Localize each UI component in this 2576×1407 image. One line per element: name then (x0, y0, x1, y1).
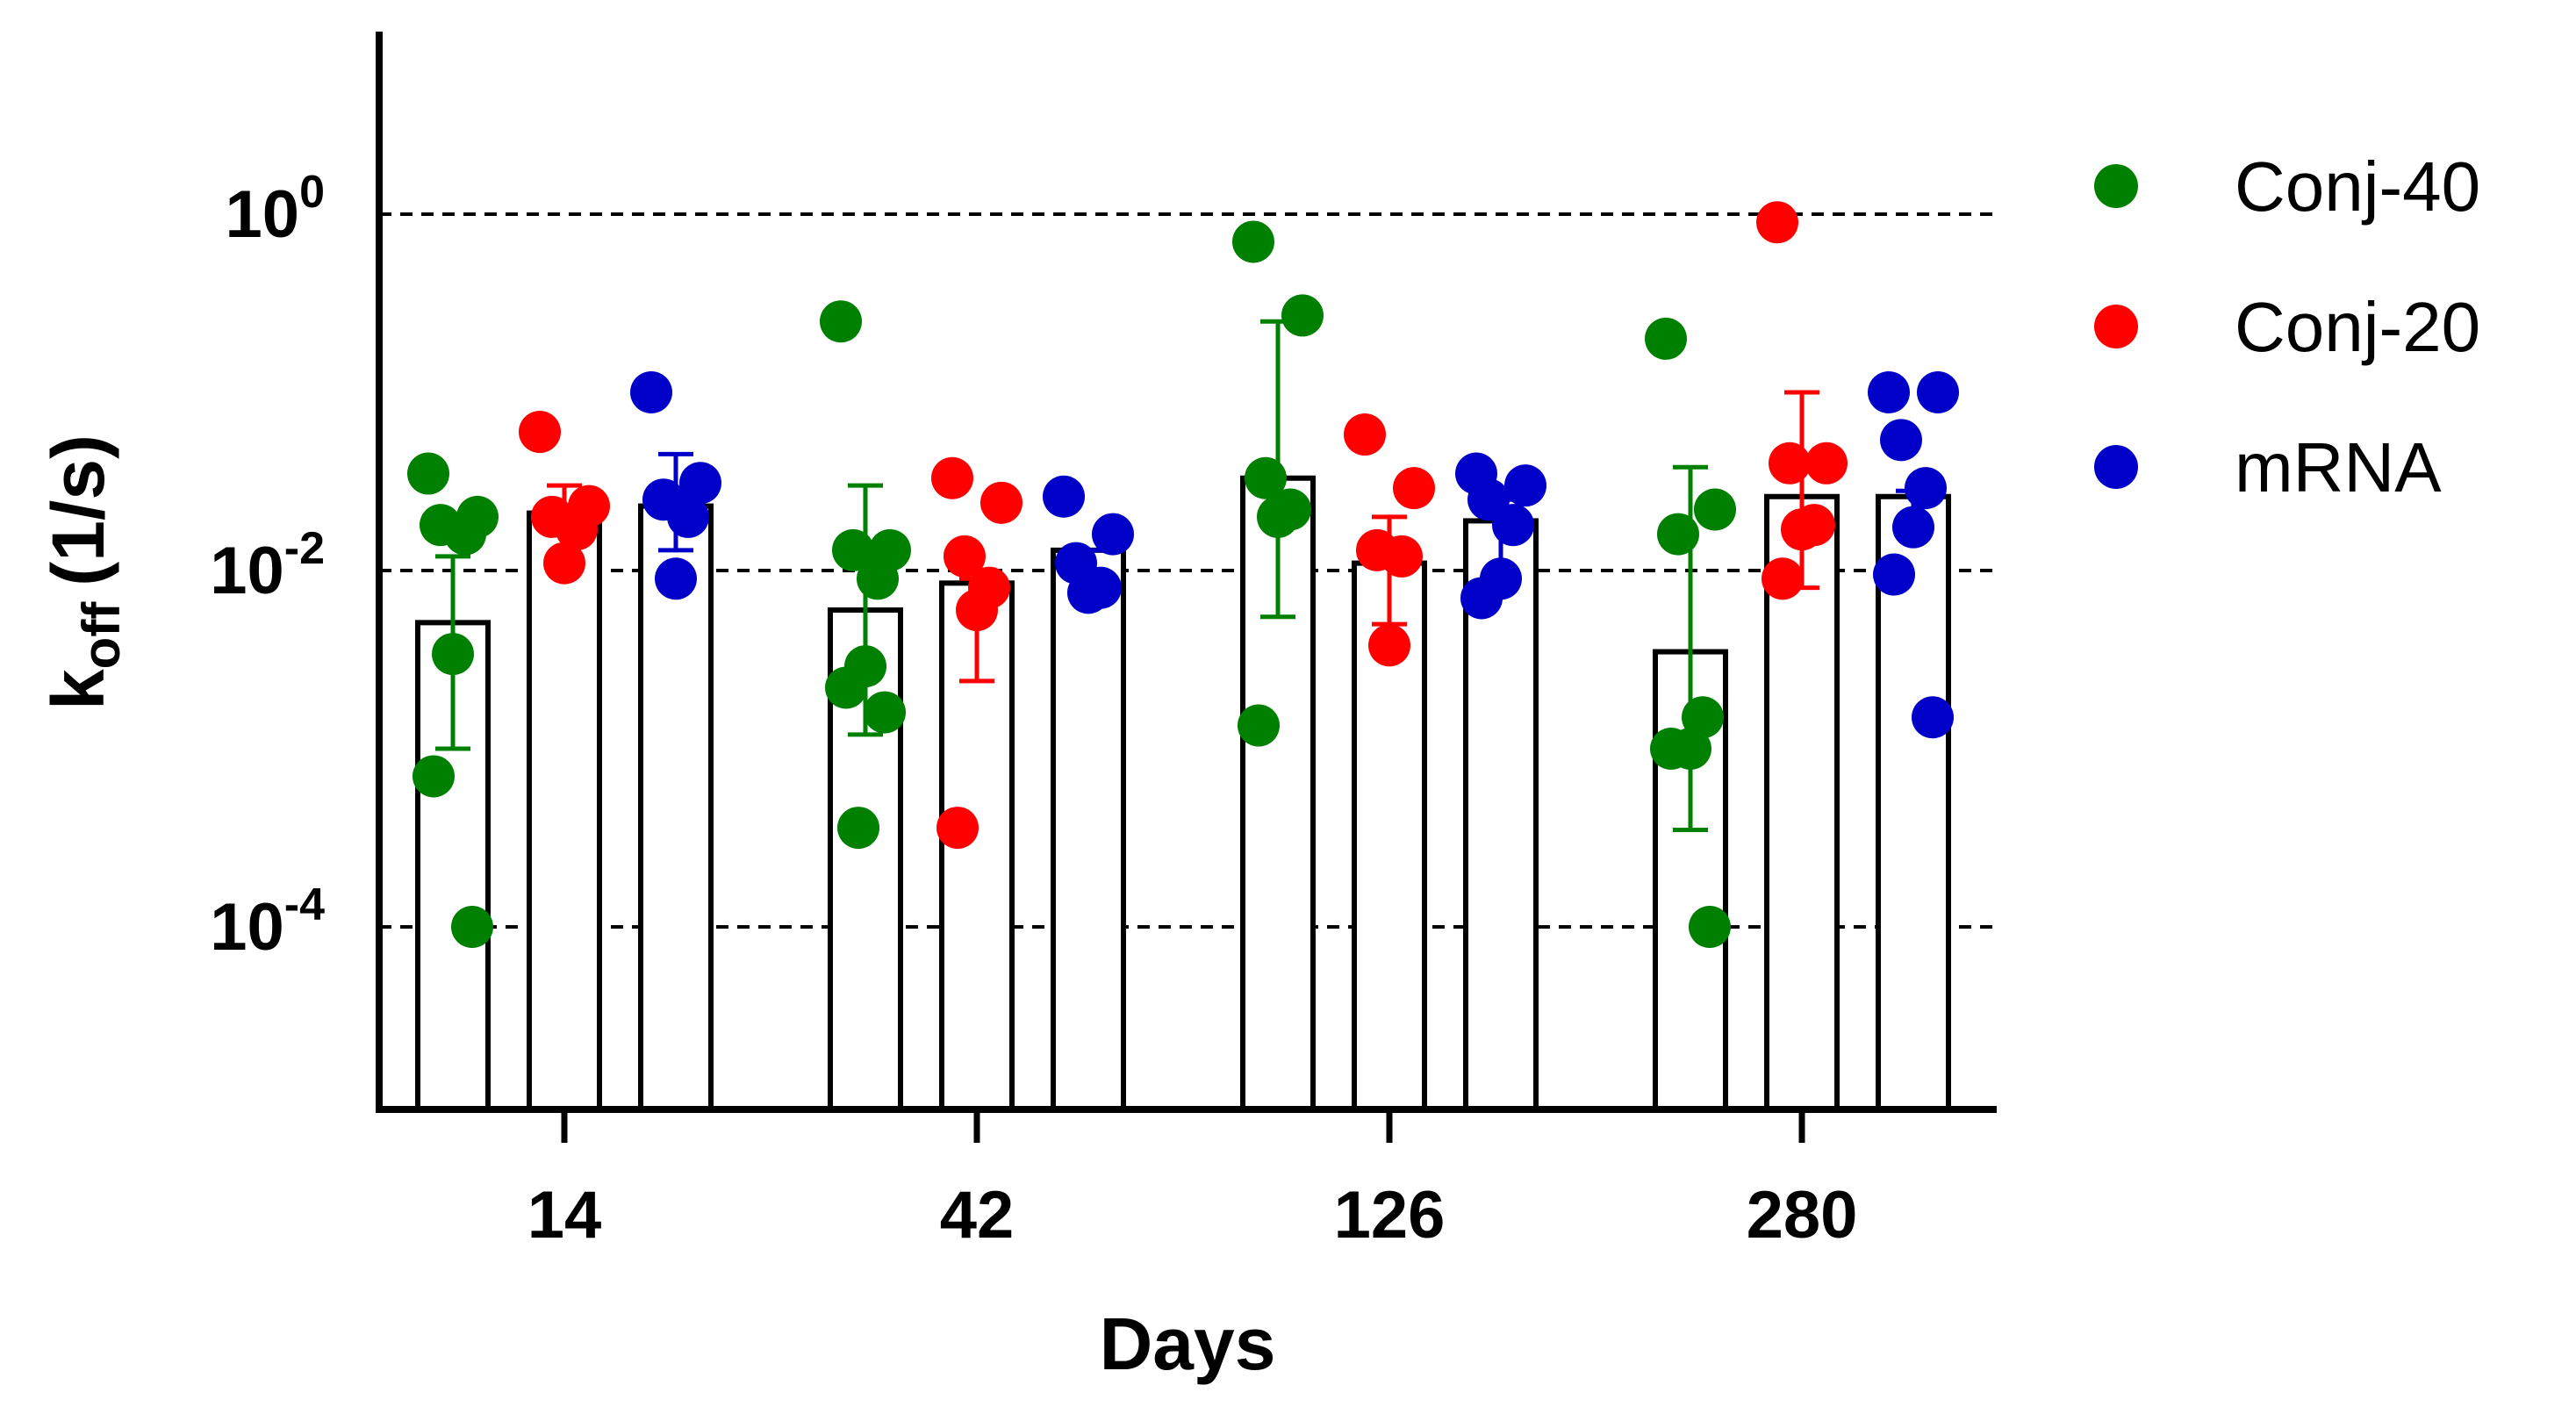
point-Conj-20-280 (1769, 441, 1811, 485)
y-axis-title-subscript: off (72, 601, 131, 670)
legend-marker (2094, 305, 2138, 348)
y-tick-exponent: -4 (284, 879, 325, 930)
point-Conj-40-42 (857, 557, 899, 600)
point-Conj-40-126 (1257, 495, 1299, 538)
data-points (407, 201, 1959, 948)
point-Conj-20-126 (1393, 467, 1435, 510)
point-mRNA-280 (1917, 371, 1959, 413)
point-Conj-20-280 (1781, 508, 1823, 551)
point-mRNA-126 (1492, 504, 1534, 547)
legend-label: Conj-40 (2235, 147, 2480, 226)
point-mRNA-280 (1892, 506, 1934, 549)
point-Conj-20-42 (956, 589, 998, 632)
point-Conj-40-280 (1650, 728, 1692, 770)
point-Conj-40-42 (825, 666, 867, 709)
point-Conj-20-42 (944, 535, 986, 578)
y-tick-base: 10 (226, 177, 300, 252)
point-mRNA-42 (1067, 571, 1109, 614)
point-mRNA-42 (1092, 513, 1134, 556)
legend-label: mRNA (2235, 428, 2442, 506)
bar-mRNA-126 (1463, 518, 1539, 1112)
y-axis-title-main: k (37, 669, 119, 710)
point-Conj-20-42 (936, 807, 979, 850)
point-mRNA-280 (1912, 696, 1954, 739)
legend: Conj-40 Conj-20 mRNA (2094, 147, 2480, 506)
y-tick-exponent: -2 (284, 523, 325, 574)
point-Conj-40-280 (1689, 906, 1731, 948)
legend-item-Conj-20: Conj-20 (2094, 288, 2480, 366)
point-Conj-40-14 (413, 755, 455, 798)
legend-marker (2094, 445, 2138, 489)
point-Conj-40-14 (444, 513, 486, 556)
point-mRNA-14 (667, 495, 709, 538)
bar-mRNA-14 (638, 503, 714, 1112)
point-Conj-40-14 (451, 906, 493, 948)
x-tick-label-280: 280 (1747, 1178, 1858, 1253)
point-Conj-40-126 (1238, 704, 1280, 747)
point-Conj-40-42 (832, 528, 874, 571)
x-tick-label-126: 126 (1334, 1178, 1446, 1253)
point-Conj-20-126 (1381, 535, 1423, 578)
point-Conj-20-280 (1756, 201, 1798, 244)
x-axis-title: Days (1100, 1303, 1276, 1385)
point-mRNA-14 (679, 462, 721, 505)
y-tick-label: 100 (226, 167, 325, 252)
gridlines (379, 212, 1997, 929)
point-Conj-40-126 (1281, 294, 1324, 337)
point-Conj-40-126 (1245, 456, 1287, 499)
point-Conj-40-14 (432, 633, 474, 676)
point-mRNA-126 (1504, 464, 1546, 507)
point-Conj-40-280 (1657, 513, 1699, 556)
legend-label: Conj-20 (2235, 288, 2480, 366)
bar-Conj-20-126 (1352, 560, 1427, 1112)
point-Conj-20-280 (1805, 441, 1848, 485)
point-mRNA-14 (655, 557, 697, 600)
point-Conj-40-42 (864, 691, 906, 734)
legend-marker (2094, 164, 2138, 208)
point-Conj-20-14 (556, 508, 598, 551)
point-Conj-40-280 (1645, 317, 1687, 360)
point-mRNA-42 (1043, 475, 1085, 518)
point-mRNA-280 (1873, 553, 1915, 596)
point-Conj-20-126 (1344, 413, 1386, 456)
point-Conj-20-14 (519, 411, 561, 454)
point-Conj-40-280 (1694, 488, 1736, 531)
y-tick-label: 10-4 (210, 879, 325, 965)
bar-Conj-20-14 (527, 510, 602, 1112)
point-mRNA-126 (1460, 577, 1503, 620)
point-Conj-20-42 (931, 456, 973, 499)
y-tick-label: 10-2 (210, 523, 325, 608)
x-tick-label-14: 14 (527, 1178, 602, 1253)
point-Conj-20-42 (980, 481, 1023, 524)
bar-mRNA-42 (1051, 547, 1126, 1112)
legend-item-Conj-40: Conj-40 (2094, 147, 2480, 226)
point-Conj-40-14 (407, 452, 449, 495)
point-Conj-40-42 (837, 807, 879, 850)
x-tick-labels: 14 42 126 280 (527, 1109, 1858, 1253)
point-Conj-20-14 (543, 542, 585, 585)
x-tick-label-42: 42 (940, 1178, 1015, 1253)
y-tick-exponent: 0 (299, 167, 325, 218)
y-tick-base: 10 (210, 534, 284, 608)
y-axis-title-unit: (1/s) (37, 434, 119, 586)
bars (415, 475, 1951, 1112)
point-mRNA-280 (1880, 419, 1922, 462)
axes (376, 32, 1997, 1113)
legend-item-mRNA: mRNA (2094, 428, 2442, 506)
y-axis-title: koff (1/s) (37, 434, 131, 710)
bar-mRNA-280 (1876, 493, 1951, 1112)
point-Conj-40-126 (1232, 220, 1274, 263)
point-mRNA-280 (1868, 371, 1910, 413)
y-tick-base: 10 (210, 890, 284, 965)
point-Conj-40-42 (820, 300, 862, 343)
point-Conj-20-126 (1368, 624, 1410, 667)
point-Conj-20-280 (1762, 557, 1804, 600)
point-mRNA-14 (630, 371, 672, 413)
point-mRNA-280 (1905, 467, 1947, 510)
